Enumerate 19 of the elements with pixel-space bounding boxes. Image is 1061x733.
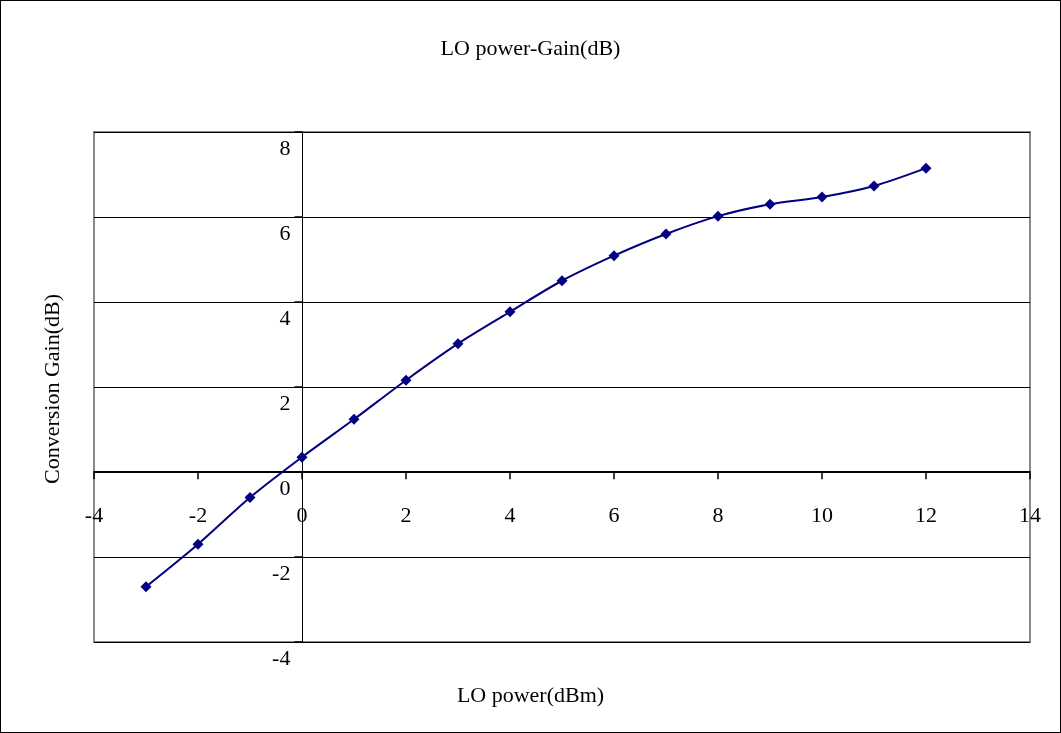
x-tick-label: 14 [1019, 501, 1041, 527]
y-tick-label: 0 [279, 474, 291, 500]
y-tick-label: 8 [279, 134, 291, 160]
x-tick-label: 4 [504, 501, 516, 527]
x-tick-label: -4 [84, 501, 104, 527]
y-tick-label: 4 [279, 304, 291, 330]
x-tick-label: -2 [188, 501, 208, 527]
y-tick-label: 2 [279, 389, 291, 415]
y-tick-label: 6 [279, 219, 291, 245]
y-axis-title: Conversion Gain(dB) [38, 293, 64, 485]
y-tick-label: -2 [272, 559, 291, 585]
x-tick-label: 12 [915, 501, 937, 527]
x-tick-label: 8 [712, 501, 724, 527]
y-tick-label: -4 [272, 644, 291, 670]
x-tick-label: 6 [608, 501, 620, 527]
x-tick-label: 2 [400, 501, 412, 527]
chart-title: LO power-Gain(dB) [440, 34, 621, 60]
x-tick-label: 10 [811, 501, 833, 527]
x-axis-title: LO power(dBm) [456, 681, 605, 707]
